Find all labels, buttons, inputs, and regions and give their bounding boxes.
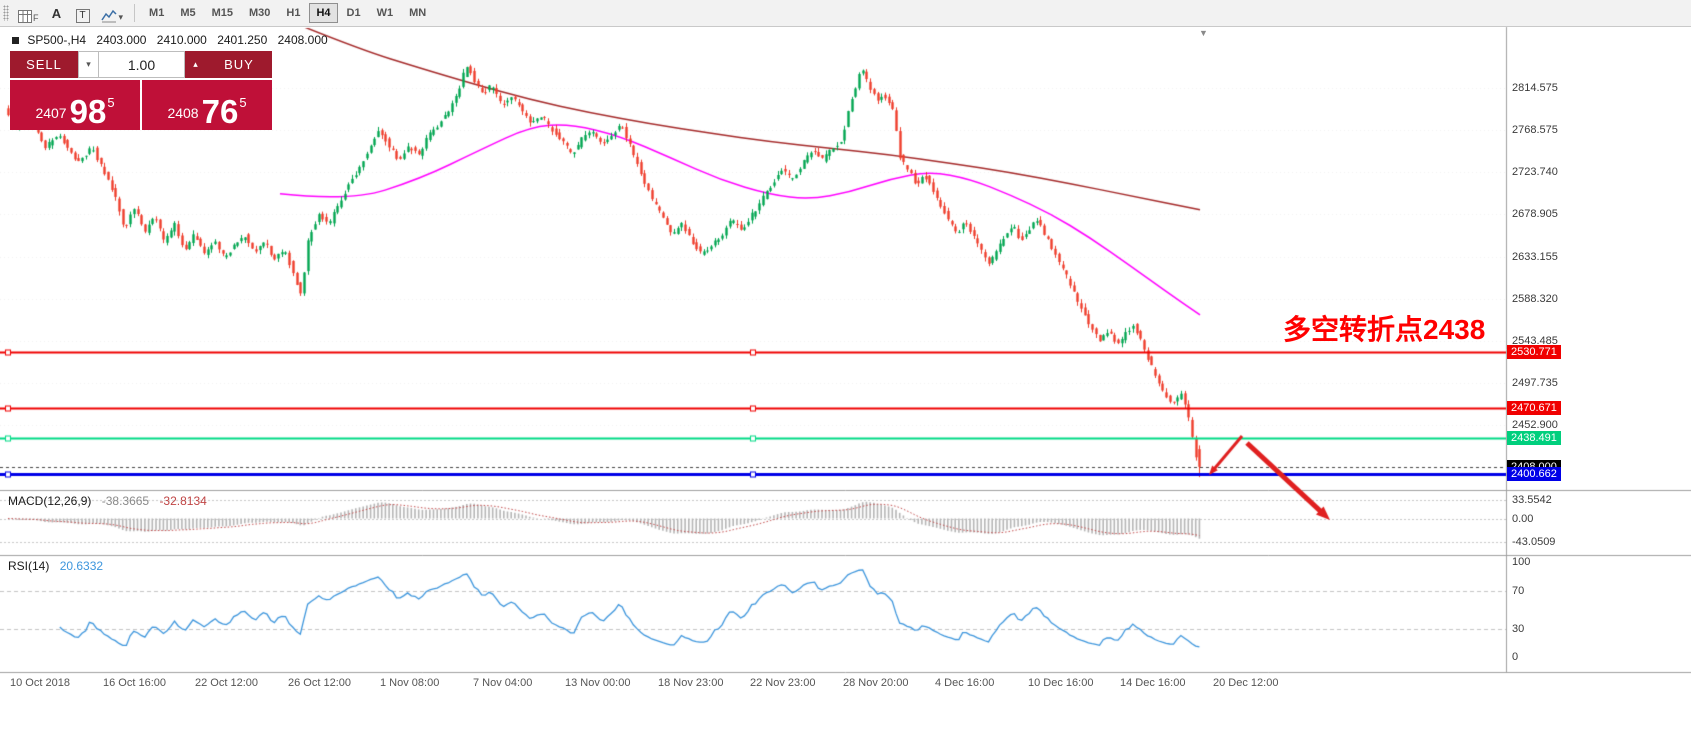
ohlc-low: 2401.250 [217, 33, 268, 47]
toolbar-divider [134, 4, 136, 22]
rsi-indicator-label: RSI(14) 20.6332 [8, 559, 103, 573]
text-label-tool[interactable]: T [70, 2, 96, 24]
sell-price-small: 2407 [35, 105, 67, 121]
time-axis-label: 10 Oct 2018 [10, 677, 70, 689]
price-axis-tick: 2633.155 [1512, 250, 1558, 263]
buy-button[interactable]: BUY [206, 51, 272, 78]
macd-axis-tick: 0.00 [1512, 512, 1534, 525]
timeframe-m5[interactable]: M5 [173, 3, 202, 23]
rsi-value: 20.6332 [59, 559, 104, 573]
toolbar-grip[interactable] [3, 5, 9, 21]
ohlc-open: 2403.000 [96, 33, 147, 47]
sell-price-box[interactable]: 2407 98 5 [10, 80, 140, 130]
chart-window-tool[interactable]: F [13, 2, 44, 24]
rsi-axis-tick: 100 [1512, 556, 1531, 568]
price-axis-tick: 2678.905 [1512, 208, 1558, 221]
price-axis-tick: 2543.485 [1512, 334, 1558, 347]
timeframe-w1[interactable]: W1 [370, 3, 401, 23]
price-axis-tick: 2497.735 [1512, 376, 1558, 389]
text-box-icon: T [75, 9, 90, 23]
symbol-bullet-icon [12, 37, 19, 44]
indicators-icon [100, 9, 117, 23]
volume-input[interactable] [99, 51, 185, 78]
time-axis-label: 16 Oct 16:00 [103, 677, 166, 689]
price-axis-tick: 2452.900 [1512, 419, 1558, 431]
trade-panel-controls: SELL ▾ ▴ BUY [10, 51, 272, 78]
macd-axis-tick: 33.5542 [1512, 494, 1552, 507]
price-axis-tick: 2814.575 [1512, 82, 1558, 94]
timeframe-m15[interactable]: M15 [205, 3, 240, 23]
time-axis-label: 20 Dec 12:00 [1213, 677, 1279, 689]
price-line-tag[interactable]: 2400.662 [1507, 466, 1561, 481]
price-axis-tick: 2723.740 [1512, 166, 1558, 179]
time-axis-label: 22 Oct 12:00 [195, 677, 258, 689]
chevron-down-icon: ▾ [118, 12, 124, 22]
time-axis-label: 14 Dec 16:00 [1120, 677, 1186, 689]
macd-signal-value: -32.8134 [159, 494, 207, 508]
chart-shift-marker-icon[interactable]: ▼ [1199, 28, 1208, 38]
indicators-tool[interactable]: ▾ [96, 2, 129, 24]
timeframe-d1[interactable]: D1 [340, 3, 368, 23]
time-axis-label: 13 Nov 00:00 [565, 677, 631, 689]
sell-button[interactable]: SELL [10, 51, 78, 78]
symbol-header: SP500-,H4 2403.000 2410.000 2401.250 240… [12, 33, 335, 47]
rsi-axis-tick: 70 [1512, 584, 1525, 597]
time-axis-label: 18 Nov 23:00 [658, 677, 724, 689]
price-axis-tick: 2768.575 [1512, 124, 1558, 137]
price-line-tag[interactable]: 2470.671 [1507, 401, 1561, 416]
tool-sub-label: F [33, 13, 39, 23]
price-axis-tick: 2588.320 [1512, 292, 1558, 305]
time-axis-label: 1 Nov 08:00 [380, 677, 440, 689]
time-axis-label: 7 Nov 04:00 [473, 677, 533, 689]
buy-price-box[interactable]: 2408 76 5 [142, 80, 272, 130]
cursor-tool[interactable]: A [44, 2, 70, 24]
volume-dropdown-button[interactable]: ▾ [78, 51, 99, 78]
symbol-name: SP500-,H4 [27, 33, 87, 47]
time-axis-label: 26 Oct 12:00 [288, 677, 351, 689]
macd-name: MACD(12,26,9) [8, 494, 92, 508]
timeframe-h4[interactable]: H4 [309, 3, 338, 23]
toolbar: F A T ▾ M1 M5 M15 M30 H1 H4 D1 W1 MN [0, 0, 1691, 27]
timeframe-m1[interactable]: M1 [142, 3, 171, 23]
letter-a-icon: A [51, 6, 62, 21]
ohlc-high: 2410.000 [156, 33, 207, 47]
macd-axis-tick: -43.0509 [1512, 536, 1556, 549]
sell-price-big: 98 [69, 92, 107, 130]
timeframe-h1[interactable]: H1 [279, 3, 307, 23]
buy-price-big: 76 [201, 92, 239, 130]
time-axis-label: 22 Nov 23:00 [750, 677, 816, 689]
chart-text-annotation: 多空转折点2438 [1283, 314, 1486, 345]
ohlc-close: 2408.000 [277, 33, 328, 47]
grid-icon [18, 10, 32, 23]
price-line-tag[interactable]: 2530.771 [1507, 345, 1561, 360]
sell-price-sup: 5 [107, 95, 115, 110]
buy-price-sup: 5 [239, 95, 247, 110]
one-click-trade-panel: SELL ▾ ▴ BUY 2407 98 5 2408 76 5 [10, 51, 272, 130]
timeframe-mn[interactable]: MN [402, 3, 433, 23]
buy-price-small: 2408 [167, 105, 199, 121]
time-axis-label: 10 Dec 16:00 [1028, 677, 1094, 689]
macd-indicator-label: MACD(12,26,9) -38.3665 -32.8134 [8, 494, 207, 508]
rsi-axis-tick: 30 [1512, 622, 1525, 635]
time-axis-label: 28 Nov 20:00 [843, 677, 909, 689]
rsi-name: RSI(14) [8, 559, 50, 573]
volume-increase-button[interactable]: ▴ [185, 51, 206, 78]
time-axis-label: 4 Dec 16:00 [935, 677, 995, 689]
macd-main-value: -38.3665 [101, 494, 150, 508]
trade-panel-quotes: 2407 98 5 2408 76 5 [10, 80, 272, 130]
timeframe-m30[interactable]: M30 [242, 3, 277, 23]
rsi-axis-tick: 0 [1512, 651, 1519, 663]
price-line-tag[interactable]: 2438.491 [1507, 431, 1561, 446]
